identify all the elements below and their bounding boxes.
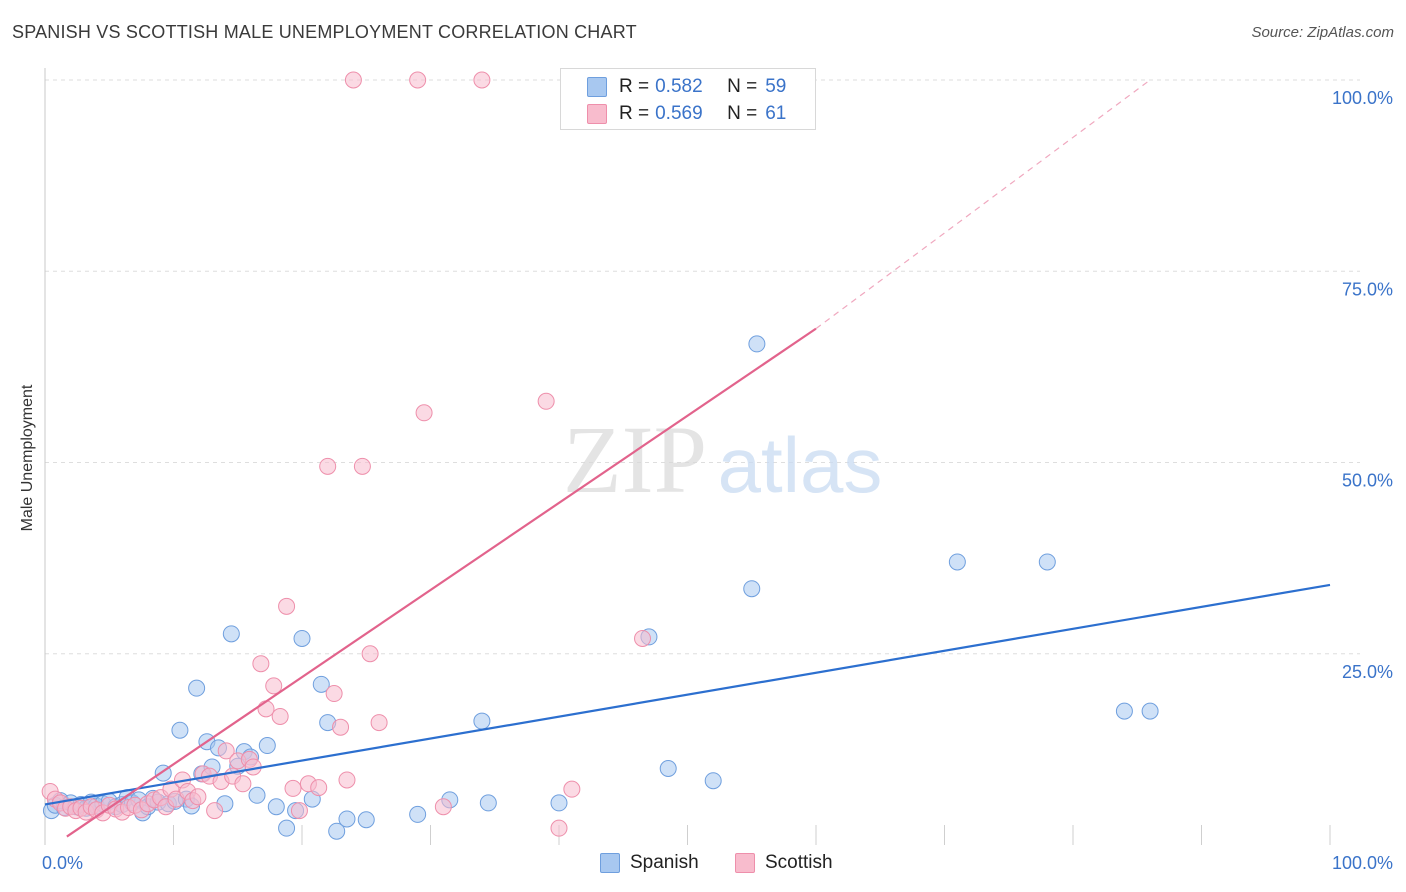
spanish-point xyxy=(328,822,346,840)
scottish-point xyxy=(550,819,568,837)
scottish-point xyxy=(434,798,452,816)
scottish-point xyxy=(234,775,252,793)
spanish-swatch xyxy=(587,77,607,97)
scottish-point xyxy=(319,457,337,475)
spanish-point xyxy=(479,794,497,812)
spanish-swatch xyxy=(600,853,620,873)
scottish-point xyxy=(284,779,302,797)
legend-r-value-scottish: 0.569 xyxy=(655,103,703,124)
scottish-point xyxy=(310,779,328,797)
scottish-point xyxy=(361,645,379,663)
scottish-point xyxy=(537,392,555,410)
spanish-point xyxy=(1115,702,1133,720)
scottish-point xyxy=(415,404,433,422)
scottish-swatch xyxy=(735,853,755,873)
x-tick-label: 0.0% xyxy=(42,853,83,873)
legend-n-value-spanish: 59 xyxy=(765,76,787,97)
source-label: Source: ZipAtlas.com xyxy=(1251,24,1394,41)
spanish-point xyxy=(1038,553,1056,571)
scottish-point xyxy=(634,629,652,647)
spanish-point xyxy=(357,811,375,829)
bottom-legend: Spanish Scottish xyxy=(0,852,1406,876)
scottish-point xyxy=(325,685,343,703)
scottish-point xyxy=(257,700,275,718)
spanish-point xyxy=(293,629,311,647)
spanish-point xyxy=(748,335,766,353)
watermark-atlas: atlas xyxy=(718,421,883,509)
bottom-legend-spanish[interactable]: Spanish xyxy=(600,852,699,874)
scottish-point xyxy=(409,71,427,89)
legend-r-label: R = xyxy=(619,103,650,124)
scottish-point xyxy=(563,780,581,798)
spanish-point xyxy=(704,772,722,790)
scottish-point xyxy=(370,714,388,732)
scottish-trend-line xyxy=(66,327,817,838)
spanish-point xyxy=(312,675,330,693)
grid-layer xyxy=(45,79,1360,655)
scottish-point xyxy=(217,742,235,760)
y-tick-label: 50.0% xyxy=(1342,471,1393,491)
legend-box: R = 0.582 N = 59 R = 0.569 N = 61 xyxy=(560,68,816,130)
scottish-point xyxy=(278,597,296,615)
scottish-point xyxy=(271,707,289,725)
spanish-point xyxy=(248,786,266,804)
spanish-point xyxy=(409,805,427,823)
chart-title: SPANISH VS SCOTTISH MALE UNEMPLOYMENT CO… xyxy=(12,22,637,42)
scottish-point xyxy=(344,71,362,89)
spanish-point xyxy=(473,712,491,730)
scottish-point xyxy=(353,457,371,475)
spanish-point xyxy=(948,553,966,571)
scottish-point xyxy=(189,788,207,806)
legend-n-value-scottish: 61 xyxy=(765,103,787,124)
spanish-point xyxy=(222,625,240,643)
spanish-point xyxy=(171,721,189,739)
trend-layer xyxy=(44,79,1331,838)
spanish-point xyxy=(338,810,356,828)
y-tick-label: 100.0% xyxy=(1332,88,1393,108)
scottish-point xyxy=(206,802,224,820)
bottom-legend-label-scottish: Scottish xyxy=(765,852,833,873)
legend-n-label: N = xyxy=(727,103,758,124)
watermark-zip: ZIP xyxy=(563,406,707,513)
legend-r-value-spanish: 0.582 xyxy=(655,76,703,97)
spanish-point xyxy=(278,819,296,837)
spanish-point xyxy=(188,679,206,697)
scottish-point xyxy=(338,771,356,789)
x-tick-label: 100.0% xyxy=(1332,853,1393,873)
scottish-point xyxy=(252,655,270,673)
spanish-point xyxy=(743,580,761,598)
scottish-swatch xyxy=(587,104,607,124)
spanish-point xyxy=(550,794,568,812)
scottish-trend-extension xyxy=(815,79,1151,330)
scottish-point xyxy=(473,71,491,89)
y-tick-label: 25.0% xyxy=(1342,662,1393,682)
spanish-point xyxy=(659,760,677,777)
scottish-point xyxy=(290,802,308,820)
bottom-legend-label-spanish: Spanish xyxy=(630,852,699,873)
axis-layer: 25.0% 50.0% 75.0% 100.0% 0.0% 100.0% xyxy=(42,68,1393,873)
legend-n-label: N = xyxy=(727,76,758,97)
scottish-point xyxy=(265,677,283,695)
spanish-point xyxy=(267,798,285,816)
legend-r-label: R = xyxy=(619,76,650,97)
legend-row-scottish: R = 0.569 N = 61 xyxy=(561,100,786,128)
spanish-point xyxy=(258,737,276,755)
legend-row-spanish: R = 0.582 N = 59 xyxy=(561,73,786,101)
bottom-legend-scottish[interactable]: Scottish xyxy=(735,852,833,874)
y-tick-label: 75.0% xyxy=(1342,279,1393,299)
scottish-point xyxy=(332,718,350,736)
spanish-point xyxy=(1141,702,1159,720)
spanish-trend-line xyxy=(44,583,1331,806)
